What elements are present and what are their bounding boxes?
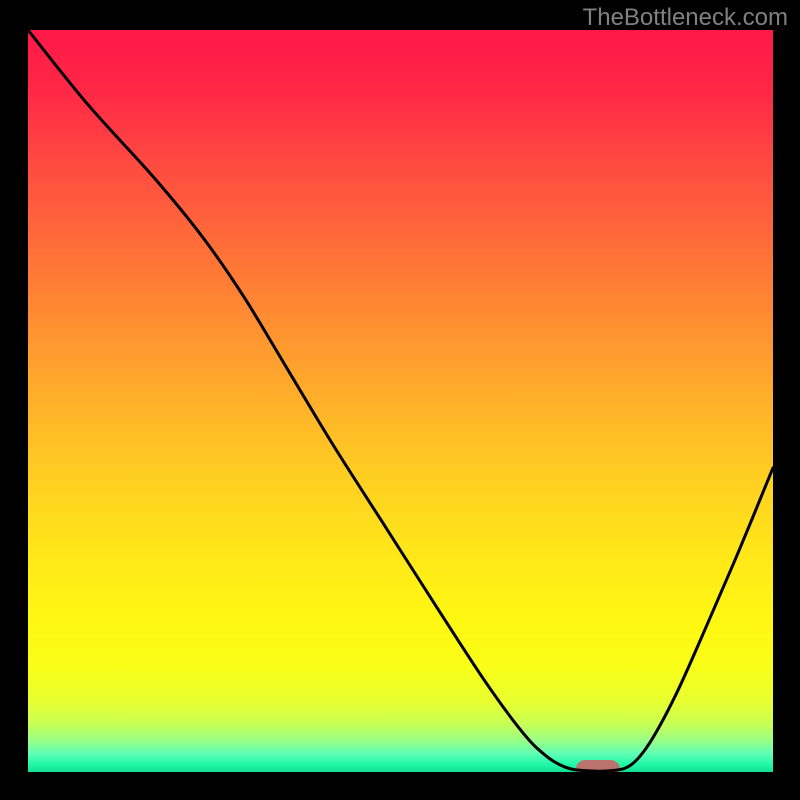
- bottleneck-curve-chart: [0, 0, 800, 800]
- chart-container: TheBottleneck.com: [0, 0, 800, 800]
- plot-gradient-background: [28, 30, 773, 772]
